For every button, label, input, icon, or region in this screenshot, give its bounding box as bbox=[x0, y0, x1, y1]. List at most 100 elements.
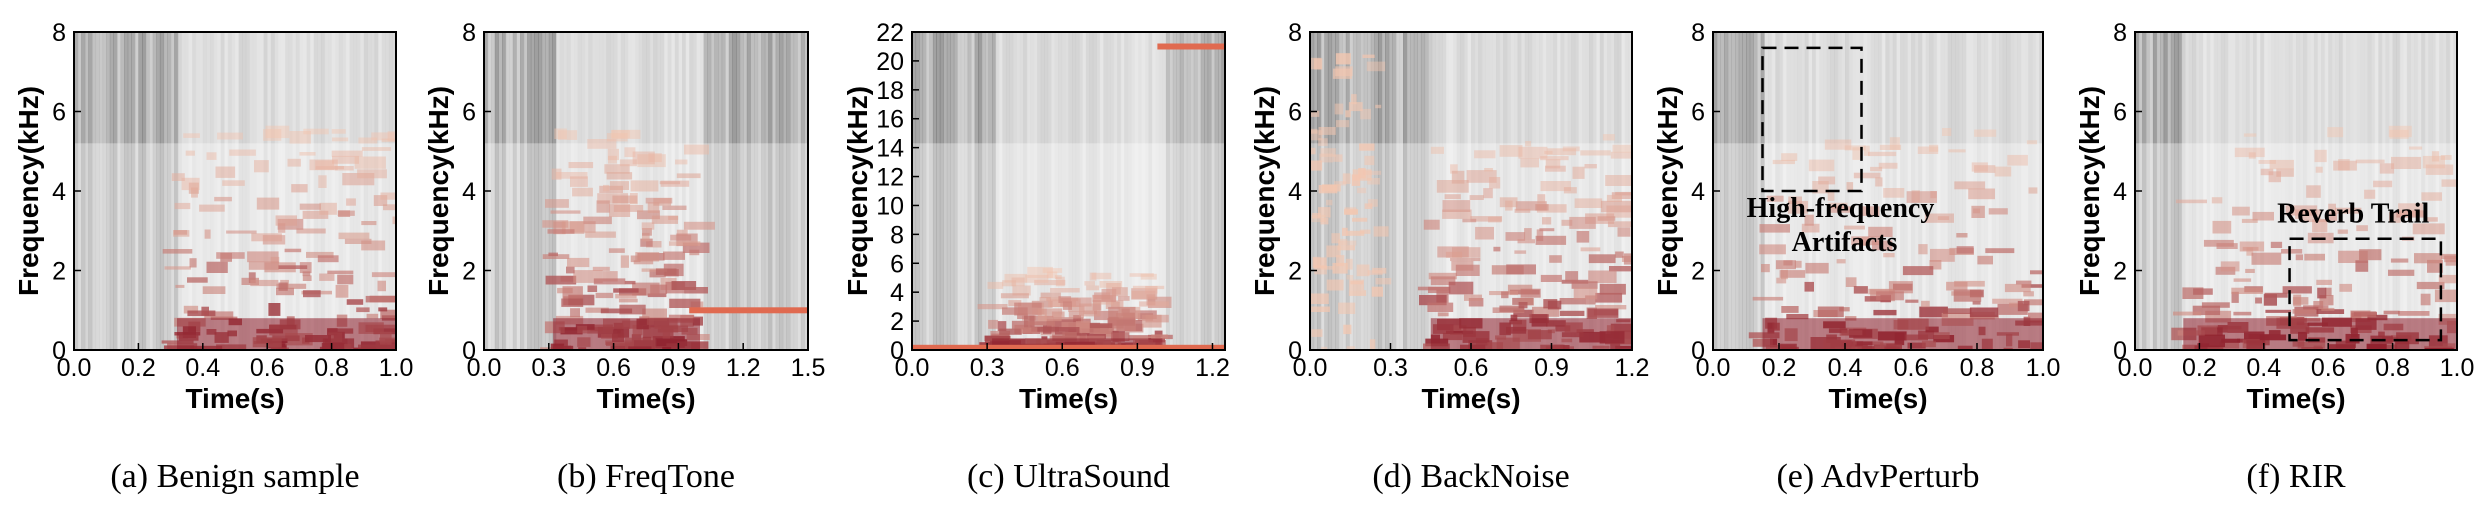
low-frequency-band bbox=[1430, 318, 1632, 350]
energy-cell bbox=[641, 268, 668, 272]
energy-cell bbox=[1517, 239, 1535, 244]
x-tick-label: 0.8 bbox=[1960, 354, 1995, 382]
energy-cell bbox=[318, 175, 327, 188]
energy-cell bbox=[548, 252, 558, 257]
plot-frame bbox=[911, 31, 1226, 351]
energy-cell bbox=[183, 305, 199, 314]
noise-column bbox=[1592, 32, 1597, 350]
energy-cell bbox=[1574, 198, 1603, 208]
noise-energy-cell bbox=[1320, 266, 1335, 270]
energy-cell bbox=[1000, 293, 1029, 299]
energy-cell bbox=[1532, 306, 1560, 317]
energy-cell bbox=[2232, 206, 2250, 216]
energy-cell bbox=[2312, 219, 2328, 233]
noise-energy-cell bbox=[1356, 264, 1370, 277]
energy-cell bbox=[2327, 127, 2344, 138]
energy-cell bbox=[1565, 271, 1579, 282]
noise-column bbox=[2321, 32, 2326, 350]
energy-cell bbox=[990, 331, 1011, 340]
noise-column bbox=[1746, 32, 1751, 350]
noise-column bbox=[2145, 32, 2150, 350]
energy-cell bbox=[1092, 294, 1116, 303]
noise-column bbox=[2442, 32, 2447, 350]
noise-column bbox=[1962, 32, 1967, 350]
energy-cell bbox=[278, 282, 288, 291]
energy-cell bbox=[1430, 146, 1444, 154]
energy-cell bbox=[602, 271, 618, 282]
energy-cell bbox=[1474, 150, 1496, 159]
energy-cell bbox=[682, 242, 710, 253]
energy-cell bbox=[2028, 187, 2038, 194]
noise-energy-cell bbox=[1318, 207, 1331, 218]
energy-cell bbox=[2294, 209, 2321, 219]
noise-column bbox=[2245, 32, 2251, 350]
noise-column bbox=[2446, 32, 2451, 350]
energy-cell bbox=[2009, 302, 2023, 308]
energy-cell bbox=[2282, 286, 2312, 294]
noise-column bbox=[1127, 32, 1132, 350]
noise-column bbox=[2449, 32, 2454, 350]
energy-cell bbox=[248, 261, 279, 270]
energy-cell bbox=[1805, 262, 1829, 274]
energy-cell bbox=[671, 281, 697, 290]
energy-cell bbox=[676, 173, 701, 179]
energy-cell bbox=[1002, 280, 1016, 287]
noise-column bbox=[2253, 32, 2258, 350]
energy-cell bbox=[2028, 312, 2043, 323]
energy-cell bbox=[1501, 291, 1509, 299]
energy-cell bbox=[1513, 309, 1534, 318]
energy-cell bbox=[1535, 204, 1549, 211]
noise-column bbox=[509, 32, 514, 350]
energy-cell bbox=[1450, 164, 1458, 174]
energy-cell bbox=[1062, 332, 1077, 337]
energy-cell bbox=[608, 248, 625, 253]
noise-column bbox=[1936, 32, 1941, 350]
energy-cell bbox=[1781, 306, 1799, 313]
noise-column bbox=[660, 32, 665, 350]
noise-column bbox=[563, 32, 568, 350]
noise-column bbox=[2381, 32, 2387, 350]
x-tick-label: 0.0 bbox=[1293, 354, 1328, 382]
noise-energy-cell bbox=[1346, 230, 1365, 236]
energy-cell bbox=[1154, 330, 1163, 337]
energy-cell bbox=[1804, 214, 1814, 226]
panel-caption: (b) FreqTone bbox=[557, 458, 735, 495]
noise-column bbox=[2185, 32, 2190, 350]
noise-column bbox=[1113, 32, 1118, 350]
energy-cell bbox=[2441, 179, 2457, 187]
energy-cell bbox=[1930, 248, 1955, 262]
energy-cell bbox=[1499, 305, 1525, 312]
energy-cell bbox=[278, 265, 308, 269]
noise-energy-cell bbox=[1364, 155, 1375, 166]
energy-cell bbox=[1786, 314, 1809, 320]
noise-energy-cell bbox=[1351, 174, 1361, 186]
energy-cell bbox=[2292, 297, 2309, 305]
noise-column bbox=[1499, 32, 1504, 350]
energy-cell bbox=[562, 286, 583, 299]
noise-column bbox=[491, 32, 496, 350]
noise-column bbox=[2163, 32, 2168, 350]
energy-cell bbox=[1445, 251, 1463, 258]
energy-cell bbox=[2182, 287, 2204, 299]
noise-column bbox=[772, 32, 777, 350]
energy-cell bbox=[1510, 314, 1518, 321]
y-axis-label: Frequency(kHz) bbox=[1652, 86, 1683, 296]
energy-cell bbox=[241, 277, 259, 285]
noise-column bbox=[91, 32, 97, 350]
energy-cell bbox=[610, 130, 630, 139]
noise-column bbox=[1363, 32, 1368, 350]
energy-cell bbox=[1470, 216, 1503, 222]
noise-energy-cell bbox=[1352, 169, 1372, 181]
x-tick-label: 0.8 bbox=[314, 354, 349, 382]
noise-column bbox=[2002, 32, 2007, 350]
noise-column bbox=[1141, 32, 1146, 350]
energy-cell bbox=[2233, 311, 2252, 316]
energy-cell bbox=[1801, 223, 1820, 233]
annotation-label: Reverb Trail bbox=[2277, 199, 2429, 230]
y-tick-label: 0 bbox=[1288, 337, 1302, 365]
noise-column bbox=[202, 32, 207, 350]
noise-column bbox=[1531, 32, 1536, 350]
energy-cell bbox=[377, 280, 386, 292]
noise-column bbox=[1078, 32, 1083, 350]
noise-column bbox=[682, 32, 687, 350]
